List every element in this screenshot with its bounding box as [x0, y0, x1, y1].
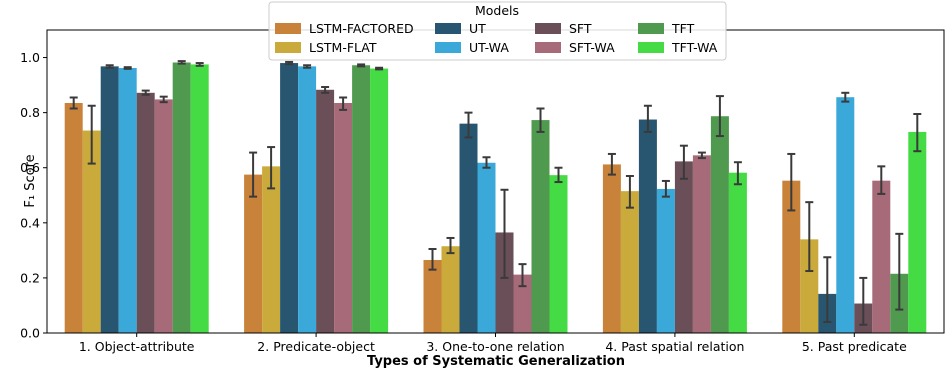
bar [298, 66, 317, 334]
y-tick-label: 0.4 [20, 215, 40, 230]
bar [872, 180, 891, 333]
bar [710, 116, 729, 333]
bar [280, 63, 299, 334]
legend-title: Models [475, 3, 519, 18]
bars-layer [64, 62, 927, 334]
bar [782, 180, 801, 333]
legend-swatch [435, 42, 461, 53]
bar [190, 64, 209, 333]
x-tick-label: 4. Past spatial relation [605, 339, 744, 354]
bar [602, 164, 621, 333]
bar [136, 92, 155, 333]
error-bars-layer [69, 60, 922, 326]
y-tick-label: 1.0 [20, 50, 40, 65]
legend-frame [268, 1, 727, 61]
bar [352, 65, 371, 333]
bar [674, 161, 693, 333]
bar [459, 123, 478, 334]
bar [370, 68, 389, 334]
bar [262, 166, 281, 333]
y-axis-label: F₁ Score [23, 154, 38, 207]
legend-label: TFT [671, 21, 695, 36]
legend-label: SFT [569, 21, 592, 36]
x-tick-label: 2. Predicate-object [257, 339, 375, 354]
legend-swatch [275, 42, 301, 53]
legend-swatch [638, 42, 664, 53]
bar [441, 246, 460, 333]
bar [334, 102, 353, 333]
x-tick-label: 1. Object-attribute [79, 339, 195, 354]
legend-label: UT-WA [469, 40, 509, 55]
legend-label: LSTM-FACTORED [309, 21, 414, 36]
bar [692, 155, 711, 333]
bar [244, 174, 263, 333]
y-tick-label: 0.8 [20, 105, 40, 120]
bar [638, 119, 657, 333]
bar [423, 260, 442, 333]
legend: Models LSTM-FACTORED LSTM-FLAT UT UT-WA SFT S… [268, 1, 727, 61]
bar [495, 232, 514, 333]
bar [513, 274, 532, 333]
legend-label: TFT-WA [671, 40, 718, 55]
legend-entries: LSTM-FACTORED LSTM-FLAT UT UT-WA SFT SFT-WA TF… [275, 21, 718, 55]
y-tick-label: 0.0 [20, 326, 40, 341]
x-axis-label: Types of Systematic Generalization [367, 354, 625, 369]
legend-swatch [535, 42, 561, 53]
bar [531, 120, 550, 333]
bar [118, 68, 137, 333]
bar [908, 131, 927, 333]
x-tick-label: 5. Past predicate [802, 339, 907, 354]
y-tick-label: 0.6 [20, 160, 40, 175]
bar [100, 66, 119, 334]
bar [656, 188, 675, 333]
legend-label: LSTM-FLAT [309, 40, 377, 55]
bar [64, 102, 83, 333]
bar [82, 130, 101, 333]
legend-label: UT [469, 21, 486, 36]
bar [549, 175, 568, 333]
x-tick-label: 3. One-to-one relation [426, 339, 564, 354]
bar [728, 172, 747, 333]
bar [154, 99, 173, 333]
bar [800, 239, 819, 333]
bar [836, 97, 855, 333]
bar [316, 89, 335, 333]
legend-swatch [638, 23, 664, 34]
bar [172, 62, 191, 334]
legend-swatch [535, 23, 561, 34]
bar [477, 162, 496, 333]
legend-swatch [275, 23, 301, 34]
axes-layer: 1. Object-attribute 2. Predicate-object 3.… [20, 29, 945, 354]
legend-swatch [435, 23, 461, 34]
legend-label: SFT-WA [569, 40, 615, 55]
bar [620, 191, 639, 333]
y-tick-label: 0.2 [20, 270, 40, 285]
